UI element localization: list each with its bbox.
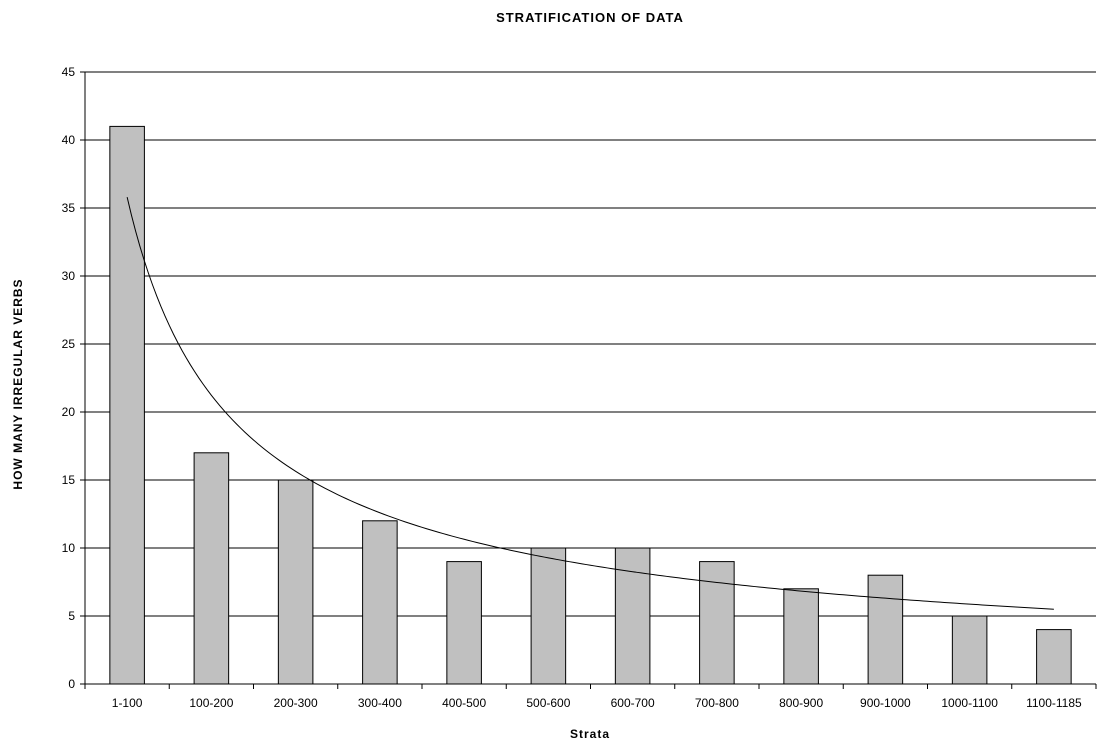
y-tick-label: 5	[68, 609, 75, 623]
bar	[193, 452, 230, 685]
bar	[614, 547, 651, 685]
trendline-path	[126, 197, 1054, 610]
y-axis-title: HOW MANY IRREGULAR VERBS	[11, 278, 25, 489]
bars	[109, 125, 1072, 685]
y-tick-label: 10	[62, 541, 76, 555]
bar	[699, 561, 735, 685]
bar	[530, 547, 567, 685]
trendline	[126, 197, 1054, 610]
bar	[362, 520, 398, 685]
bar	[277, 479, 314, 685]
category-label: 800-900	[779, 696, 823, 710]
bar	[109, 125, 145, 685]
category-label: 500-600	[526, 696, 570, 710]
category-label: 400-500	[442, 696, 486, 710]
category-label: 1000-1100	[941, 696, 998, 710]
x-axis-title: Strata	[570, 727, 610, 741]
grid-lines	[85, 71, 1096, 617]
axes	[84, 72, 1096, 685]
category-label: 900-1000	[860, 696, 911, 710]
bar	[446, 561, 482, 685]
y-tick-label: 30	[62, 269, 76, 283]
chart-title: STRATIFICATION OF DATA	[496, 10, 684, 25]
x-axis-ticks: 1-100 100-200 200-300 300-400 400-500 500-600…	[84, 684, 1097, 710]
category-label: 100-200	[189, 696, 233, 710]
category-label: 600-700	[611, 696, 655, 710]
y-tick-label: 45	[62, 65, 76, 79]
category-label: 1-100	[112, 696, 143, 710]
y-tick-label: 20	[62, 405, 76, 419]
category-label: 700-800	[695, 696, 739, 710]
y-tick-label: 25	[62, 337, 76, 351]
bar	[867, 574, 904, 685]
y-tick-label: 40	[62, 133, 76, 147]
category-label: 200-300	[274, 696, 318, 710]
bar	[1036, 629, 1072, 685]
y-tick-label: 35	[62, 201, 76, 215]
category-label: 300-400	[358, 696, 402, 710]
y-tick-label: 0	[68, 677, 75, 691]
bar	[783, 588, 819, 685]
y-axis-ticks: 0 5 10 15 20 25 30 35 40 45	[62, 65, 85, 691]
y-tick-label: 15	[62, 473, 76, 487]
category-label: 1100-1185	[1026, 696, 1082, 710]
bar	[951, 615, 988, 685]
